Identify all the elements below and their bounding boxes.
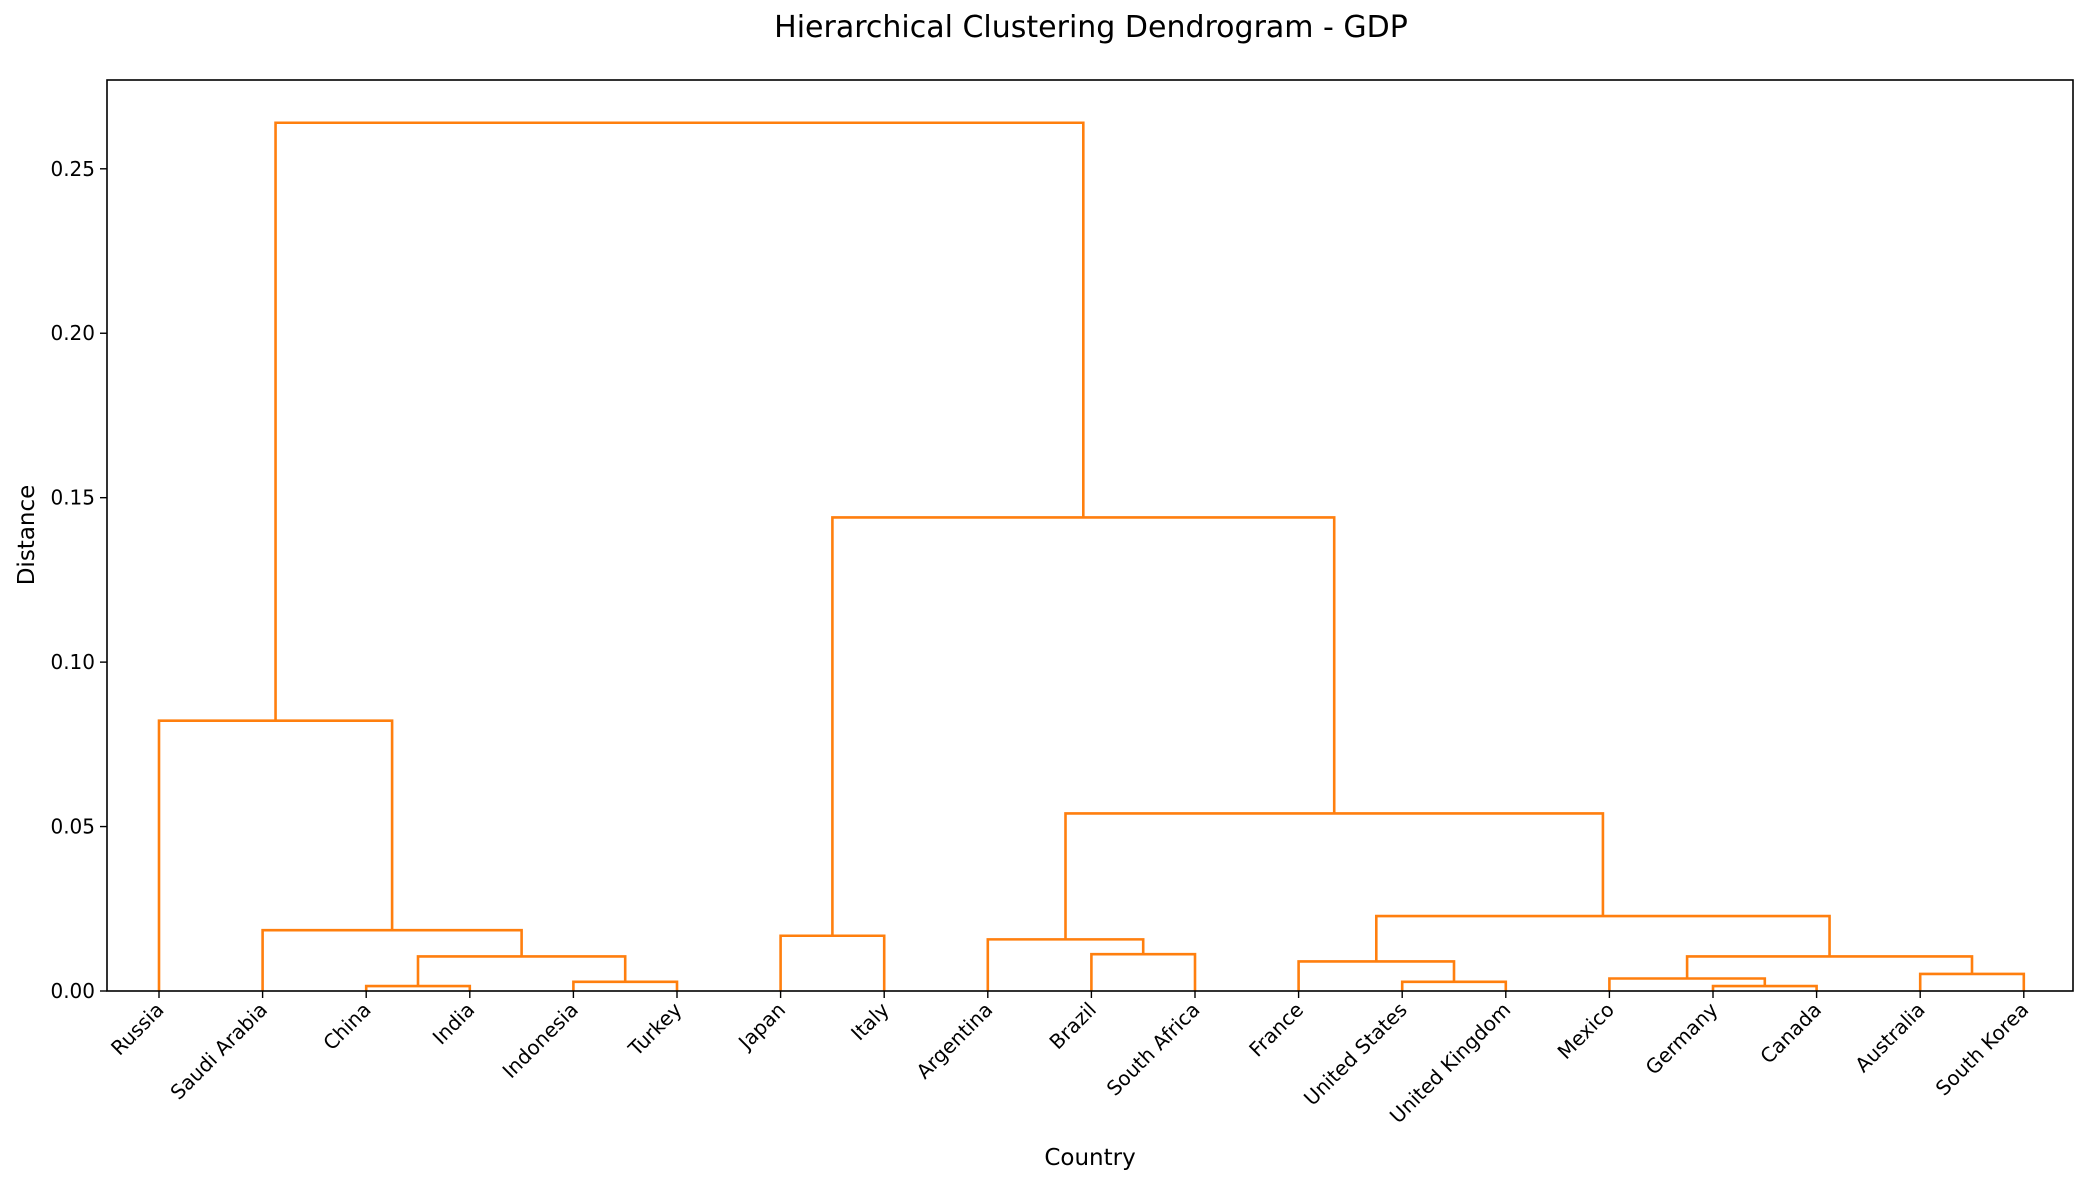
y-axis-ticks: 0.00 0.05 0.10 0.15 0.20 0.25: [50, 157, 107, 1003]
dendrogram-links: [157, 121, 2026, 991]
x-tick-label: South Africa: [1102, 998, 1205, 1101]
dendrogram-link: [1685, 955, 1974, 979]
x-tick-label: Italy: [846, 997, 894, 1045]
x-axis-label: Country: [1044, 1145, 1135, 1171]
x-tick-label: Indonesia: [498, 998, 583, 1083]
plot-frame: [106, 79, 2074, 992]
x-tick-label: Saudi Arabia: [165, 998, 272, 1105]
chart-title: Hierarchical Clustering Dendrogram - GDP: [774, 10, 1408, 45]
x-tick-label: Germany: [1641, 997, 1723, 1079]
dendrogram-link: [1375, 914, 1831, 962]
dendrogram-link: [572, 980, 679, 991]
x-tick-label: South Korea: [1931, 998, 2034, 1101]
x-tick-label: United States: [1299, 998, 1412, 1111]
dendrogram-link: [274, 121, 1085, 721]
dendrogram-link: [1400, 980, 1508, 991]
x-tick-label: Brazil: [1044, 998, 1100, 1054]
y-tick-label: 0.25: [50, 157, 95, 181]
y-tick-label: 0.05: [50, 815, 95, 839]
dendrogram-link: [364, 984, 472, 991]
y-axis-label: Distance: [14, 485, 40, 586]
x-tick-label: China: [318, 998, 375, 1055]
dendrogram-link: [1297, 960, 1456, 991]
dendrogram-link: [986, 938, 1145, 991]
dendrogram-link: [416, 955, 627, 987]
y-tick-label: 0.00: [50, 979, 95, 1003]
x-tick-label: Mexico: [1553, 998, 1619, 1064]
dendrogram-link: [1918, 972, 2026, 991]
y-tick-label: 0.20: [50, 321, 95, 345]
x-tick-label: Russia: [106, 998, 168, 1060]
x-tick-label: Australia: [1850, 998, 1930, 1078]
dendrogram-link: [1090, 952, 1197, 991]
y-tick-label: 0.15: [50, 486, 95, 510]
dendrogram-link: [157, 719, 394, 991]
x-tick-label: Turkey: [623, 997, 687, 1061]
y-tick-label: 0.10: [50, 650, 95, 674]
dendrogram-link: [779, 934, 886, 991]
dendrogram-link: [831, 516, 1336, 936]
x-tick-label: Argentina: [911, 998, 997, 1084]
dendrogram-link: [1064, 812, 1605, 940]
x-tick-label: India: [428, 998, 480, 1050]
dendrogram-link: [1608, 977, 1767, 991]
x-tick-label: Japan: [732, 998, 790, 1056]
dendrogram-link: [261, 928, 523, 991]
x-tick-label: France: [1244, 998, 1308, 1062]
dendrogram-link: [1711, 984, 1818, 991]
x-tick-label: Canada: [1755, 998, 1826, 1069]
